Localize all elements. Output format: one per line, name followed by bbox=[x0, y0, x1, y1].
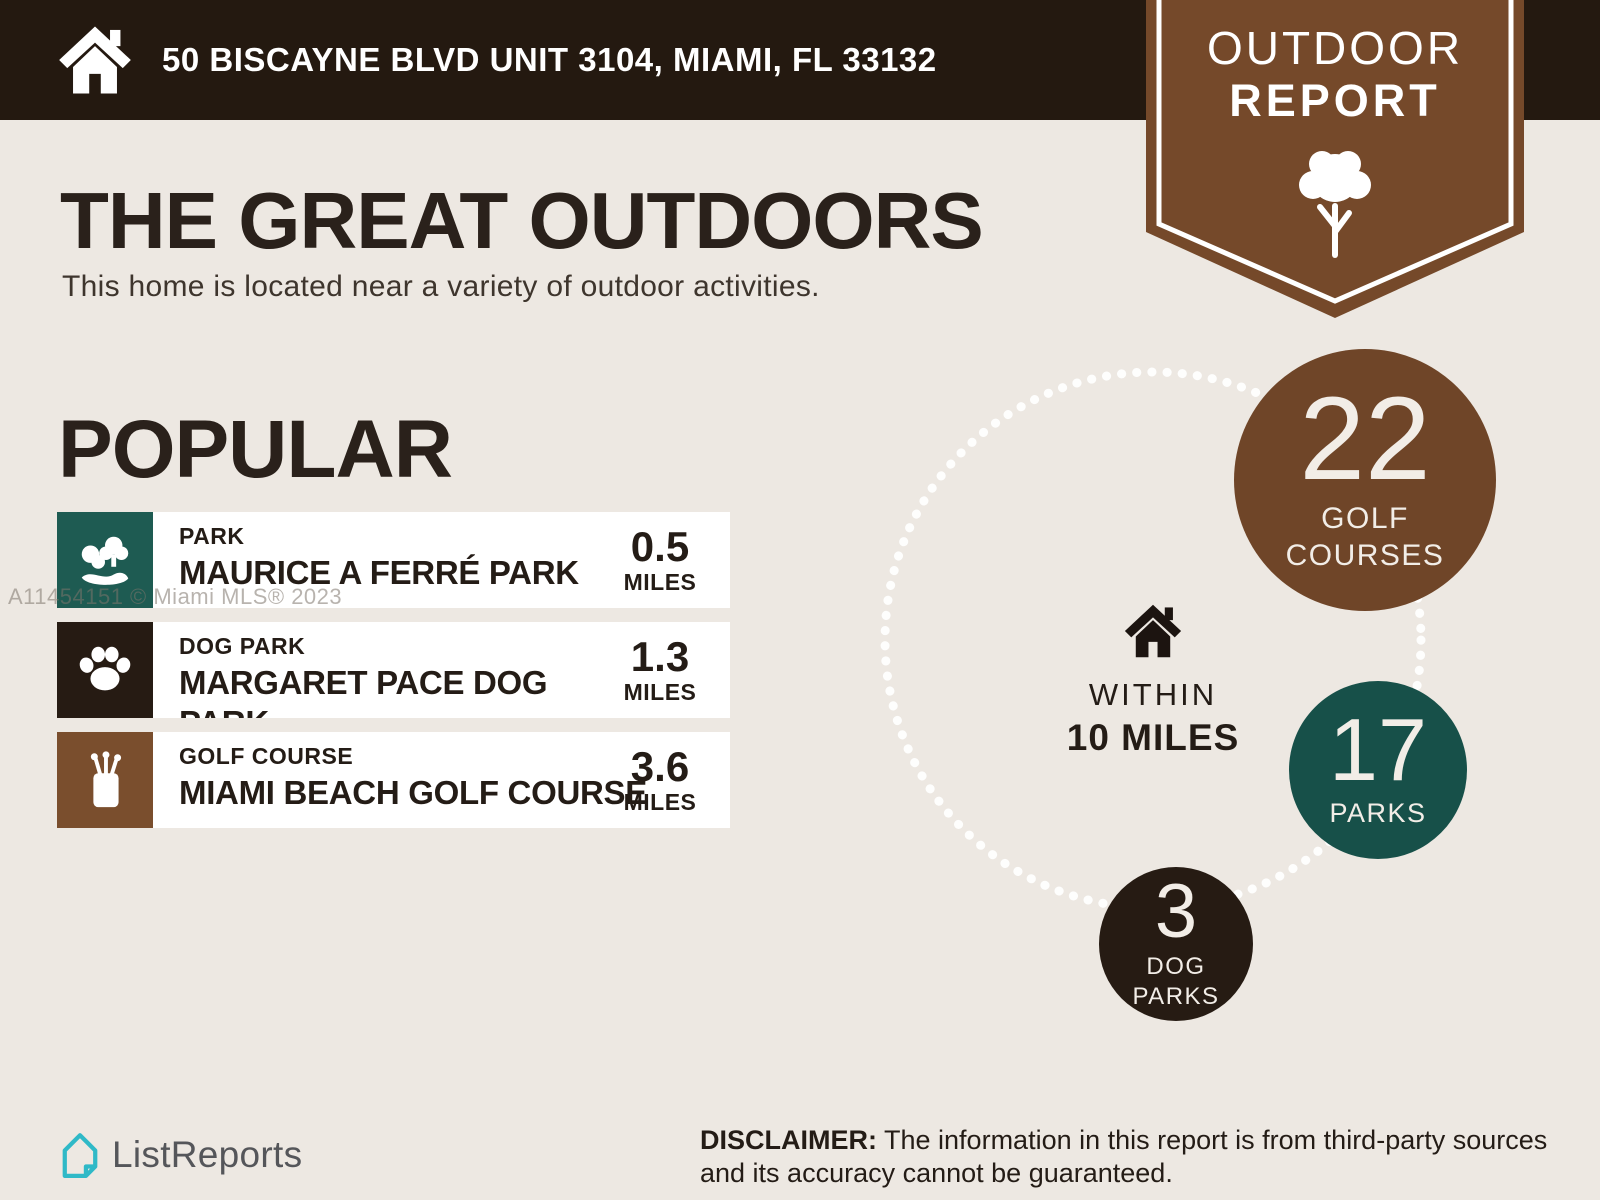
popular-list: PARK MAURICE A FERRÉ PARK 0.5 MILES bbox=[57, 512, 730, 842]
home-icon bbox=[59, 26, 131, 94]
stat-label: PARKS bbox=[1329, 798, 1427, 829]
stat-value: 17 bbox=[1329, 700, 1427, 800]
list-item-text: PARK MAURICE A FERRÉ PARK bbox=[153, 512, 594, 608]
category-label: GOLF COURSE bbox=[179, 743, 354, 769]
paw-icon bbox=[79, 646, 131, 691]
list-item-dog-park: DOG PARK MARGARET PACE DOG PARK 1.3 MILE… bbox=[57, 622, 730, 718]
golf-bag-icon bbox=[90, 751, 122, 808]
page-subtitle: This home is located near a variety of o… bbox=[62, 270, 820, 303]
within-distance: 10 MILES bbox=[1066, 717, 1240, 758]
list-item-text: GOLF COURSE MIAMI BEACH GOLF COURSE bbox=[153, 732, 647, 828]
stat-label: DOG PARKS bbox=[1132, 952, 1220, 1010]
popular-heading: POPULAR bbox=[58, 404, 453, 495]
distance-value: 3.6 bbox=[630, 742, 690, 790]
listreports-brand: ListReports bbox=[112, 1134, 303, 1175]
distance-unit: MILES bbox=[623, 568, 697, 595]
place-name: MARGARET PACE DOG PARK bbox=[179, 664, 548, 718]
golf-course-icon-box bbox=[57, 732, 153, 828]
list-item-park: PARK MAURICE A FERRÉ PARK 0.5 MILES bbox=[57, 512, 730, 608]
radius-center: WITHIN 10 MILES bbox=[1033, 604, 1273, 759]
stat-parks: 17 PARKS bbox=[1289, 681, 1467, 859]
mls-watermark: A11454151 © Miami MLS® 2023 bbox=[8, 584, 343, 609]
property-address: 50 BISCAYNE BLVD UNIT 3104, MIAMI, FL 33… bbox=[162, 41, 937, 78]
radius-dotted-circle bbox=[880, 367, 1426, 913]
dog-park-icon-box bbox=[57, 622, 153, 718]
listreports-logo-icon bbox=[62, 1133, 98, 1178]
within-label: WITHIN bbox=[1088, 677, 1218, 712]
ribbon-border bbox=[1156, 0, 1514, 304]
distance-unit: MILES bbox=[623, 788, 697, 815]
park-icon-box bbox=[57, 512, 153, 608]
place-name: MIAMI BEACH GOLF COURSE bbox=[179, 774, 647, 811]
distance-block: 3.6 MILES bbox=[594, 732, 730, 828]
stat-golf-courses: 22 GOLF COURSES bbox=[1234, 349, 1496, 611]
stat-dog-parks: 3 DOG PARKS bbox=[1099, 867, 1253, 1021]
category-label: PARK bbox=[179, 523, 245, 549]
stat-value: 3 bbox=[1154, 868, 1198, 954]
page-title: THE GREAT OUTDOORS bbox=[60, 176, 984, 265]
distance-block: 0.5 MILES bbox=[594, 512, 730, 608]
distance-value: 0.5 bbox=[630, 522, 690, 570]
disclaimer-text: The information in this report is from t… bbox=[700, 1125, 1548, 1188]
ribbon-line1: OUTDOOR bbox=[1207, 22, 1463, 74]
tree-icon bbox=[1299, 151, 1371, 258]
ribbon-line2: REPORT bbox=[1229, 75, 1441, 126]
list-item-golf-course: GOLF COURSE MIAMI BEACH GOLF COURSE 3.6 … bbox=[57, 732, 730, 828]
category-label: DOG PARK bbox=[179, 633, 306, 659]
distance-unit: MILES bbox=[623, 678, 697, 705]
park-icon bbox=[81, 536, 129, 585]
outdoor-report-ribbon: OUTDOOR REPORT bbox=[1146, 0, 1524, 318]
disclaimer: DISCLAIMER: The information in this repo… bbox=[700, 1124, 1556, 1190]
stat-value: 22 bbox=[1299, 372, 1431, 505]
disclaimer-label: DISCLAIMER: bbox=[700, 1125, 877, 1155]
house-icon bbox=[1124, 604, 1182, 658]
place-name: MAURICE A FERRÉ PARK bbox=[179, 554, 579, 591]
distance-value: 1.3 bbox=[630, 632, 690, 680]
stat-label: GOLF COURSES bbox=[1285, 501, 1445, 573]
distance-block: 1.3 MILES bbox=[594, 622, 730, 718]
list-item-text: DOG PARK MARGARET PACE DOG PARK bbox=[153, 622, 594, 718]
